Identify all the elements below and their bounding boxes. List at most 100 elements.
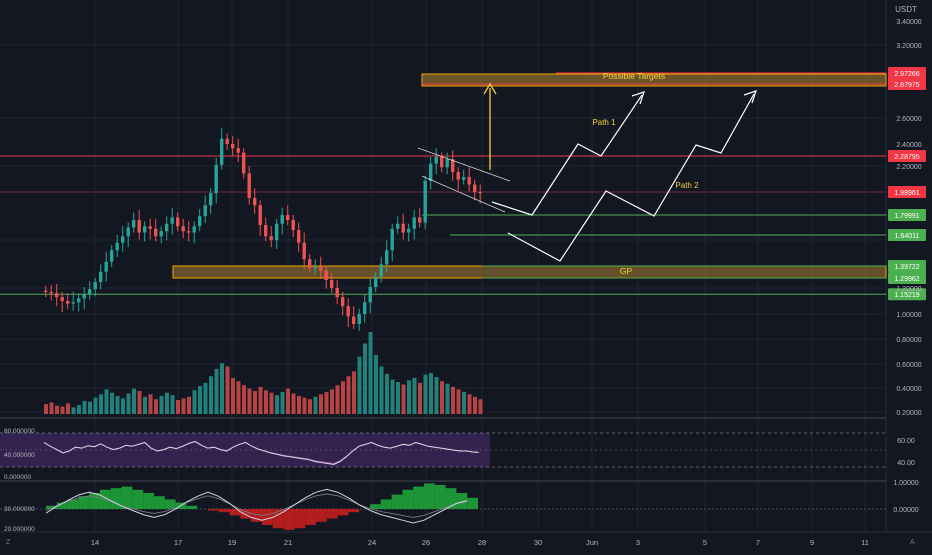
candle-body — [115, 242, 119, 251]
volume-bar — [412, 377, 417, 414]
candle-body — [88, 289, 92, 295]
volume-bar — [275, 395, 279, 414]
candle-body — [165, 223, 169, 232]
volume-bar — [159, 395, 164, 414]
price-tick-label: 0.80000 — [896, 337, 921, 344]
volume-bar — [198, 386, 202, 414]
candle-body — [286, 214, 290, 220]
candle-body — [412, 217, 416, 229]
volume-bar — [352, 371, 356, 414]
volume-bar — [440, 381, 444, 414]
volume-bar — [324, 391, 329, 414]
volume-bar — [379, 366, 384, 414]
candle-body — [71, 302, 75, 304]
candle-body — [104, 261, 108, 272]
volume-bar — [253, 391, 257, 414]
volume-bar — [203, 382, 208, 414]
price-tick-label: 1.00000 — [896, 312, 921, 319]
macd-histogram-bar — [218, 509, 230, 513]
volume-bar — [236, 381, 241, 414]
candle-body — [231, 144, 235, 149]
path2-label: Path 2 — [675, 181, 699, 190]
volume-bar — [60, 406, 65, 414]
price-badge — [888, 150, 926, 162]
volume-bar — [71, 407, 76, 414]
volume-bar — [396, 382, 400, 414]
candles — [44, 128, 511, 331]
timezone-z-icon[interactable]: Z — [6, 539, 11, 546]
date-tick-label: 19 — [228, 538, 236, 547]
candle-body — [341, 297, 345, 307]
volume-bar — [473, 396, 477, 414]
candle-body — [49, 291, 53, 294]
macd-histogram-bar — [294, 509, 306, 529]
candle-body — [467, 177, 471, 185]
candle-body — [176, 217, 180, 227]
candle-body — [456, 172, 460, 180]
price-badge — [888, 209, 926, 221]
rsi-left-tick: 80.000000 — [4, 428, 35, 435]
macd-line — [45, 488, 468, 524]
candle-body — [374, 276, 378, 287]
candle-body — [181, 226, 185, 232]
candle-body — [407, 228, 411, 233]
volume-bar — [308, 399, 312, 414]
volume-bar — [291, 393, 296, 414]
price-tick-label: 3.40000 — [896, 19, 921, 26]
price-badge-label: 1.29962 — [894, 276, 919, 283]
macd-histogram-bar — [272, 509, 284, 529]
candle-body — [154, 228, 158, 237]
volume-bar — [165, 392, 169, 414]
candle-body — [225, 138, 229, 144]
candle-body — [473, 184, 477, 192]
axes: 3.40000 3.20000 2.60000 2.40000 2.20000 1.200… — [91, 19, 922, 547]
candle-body — [148, 226, 152, 229]
candle-body — [379, 264, 383, 277]
volume-bar — [462, 391, 466, 414]
price-badge-label: 2.28795 — [894, 154, 919, 161]
macd-histogram-bar — [186, 505, 198, 509]
zone-label-gp: GP — [620, 266, 633, 276]
rsi-left-tick: 40.000000 — [4, 452, 35, 459]
rsi-right-tick: 60.00 — [897, 438, 915, 445]
volume-bar — [418, 382, 422, 414]
volume-bar — [231, 377, 235, 414]
volume-bar — [220, 363, 224, 414]
rsi-left-tick: 0.000000 — [4, 474, 31, 481]
candle-body — [330, 279, 334, 288]
auto-scale-icon[interactable]: A — [910, 539, 915, 546]
date-tick-label: 21 — [284, 538, 292, 547]
price-badge-label: 1.64011 — [895, 233, 920, 240]
volume-bar — [77, 404, 81, 414]
candle-body — [93, 281, 97, 290]
candle-body — [203, 205, 207, 217]
candle-body — [198, 216, 202, 227]
candle-body — [418, 217, 422, 223]
path2-arrowhead — [743, 90, 757, 104]
volume-bar — [82, 400, 87, 414]
volume-bar — [93, 397, 98, 414]
channel-lower — [421, 175, 506, 213]
zone-label-targets: Possible Targets — [603, 71, 665, 81]
candle-body — [209, 193, 213, 206]
macd-histogram-bar — [251, 509, 262, 522]
candle-body — [77, 298, 81, 303]
date-tick-label: 3 — [636, 538, 640, 547]
price-tick-label: 3.20000 — [896, 43, 921, 50]
candle-body — [192, 226, 196, 233]
volume-bar — [280, 391, 285, 414]
volume-bar — [126, 393, 131, 414]
macd-histogram-bar — [316, 509, 327, 522]
macd-histogram-bar — [229, 509, 241, 516]
volume-bar — [313, 396, 318, 414]
date-tick-label: 9 — [810, 538, 814, 547]
price-badge — [888, 67, 926, 79]
volume-bar — [429, 373, 433, 414]
price-badge — [888, 272, 926, 284]
candle-body — [220, 138, 224, 165]
price-badge — [888, 260, 926, 272]
macd-histogram-bar — [467, 497, 478, 509]
candle-body — [313, 266, 317, 269]
